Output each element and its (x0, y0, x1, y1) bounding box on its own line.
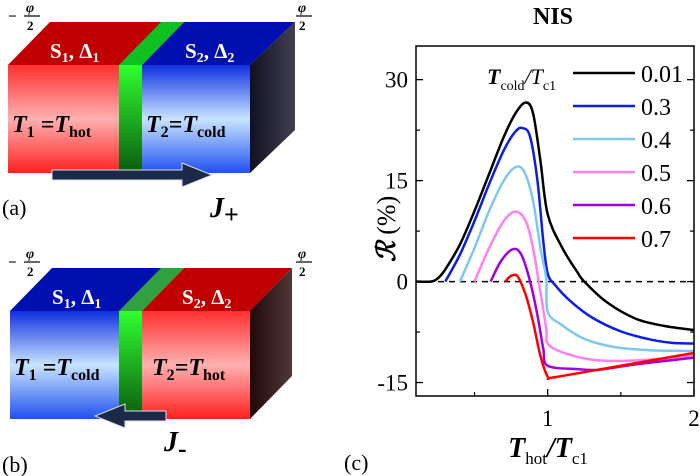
current-j-minus-label: J- (163, 427, 187, 463)
front-barrier (119, 311, 142, 419)
x-tick-label: 2 (688, 406, 700, 431)
series-line-0_5 (473, 210, 695, 363)
plot-area: -15 0 15 30 1 2 (377, 68, 699, 431)
panel-b-junction-diagram: S1, Δ1 S2, Δ2 T1 =Tcold T2=Thot J- (b) −… (2, 247, 312, 476)
plot-frame (415, 45, 695, 397)
panel-b-label: (b) (2, 452, 28, 476)
phase-left-label: − (8, 255, 17, 271)
phase-right-num: φ (298, 1, 306, 16)
top-face-right (142, 22, 295, 65)
front-barrier (119, 65, 142, 173)
front-left-superconductor (10, 311, 119, 419)
panel-a-label: (a) (2, 195, 26, 220)
phase-left-num: φ (26, 1, 34, 16)
t1-label: T1 =Thot (12, 112, 92, 141)
legend-label: 0.4 (641, 128, 671, 154)
top-face-barrier (119, 268, 184, 311)
front-left-superconductor (8, 65, 119, 173)
panel-c-chart: NIS -15 0 15 30 1 2 ℛ (%) Thot/Tc1 (c) Tcold/… (344, 4, 700, 475)
phase-right-den: 2 (299, 264, 306, 279)
legend-label: 0.6 (641, 194, 671, 220)
y-tick-label: 30 (385, 68, 408, 93)
chart-title: NIS (533, 4, 573, 30)
panel-a-junction-diagram: S1, Δ1 S2, Δ2 T1 =Thot T2=Tcold J+ (a) −… (2, 1, 312, 229)
x-tick-label: 1 (542, 406, 554, 431)
y-tick-label: -15 (377, 371, 408, 396)
side-face (250, 22, 295, 173)
legend-label: 0.5 (641, 161, 671, 187)
top-face-barrier (119, 22, 184, 65)
legend-label: 0.3 (641, 95, 671, 121)
phase-left-num: φ (26, 247, 34, 262)
current-j-plus-label: J+ (209, 193, 239, 229)
current-arrow-right (51, 162, 214, 188)
legend-title: Tcold/Tc1 (487, 64, 556, 94)
phase-right-den: 2 (299, 18, 306, 33)
phase-left-den: 2 (27, 18, 34, 33)
phase-left-den: 2 (27, 264, 34, 279)
current-arrow-left (93, 403, 167, 429)
legend-label: 0.7 (641, 227, 671, 253)
phase-left-label: − (8, 9, 17, 25)
t2-label: T2=Thot (152, 355, 226, 384)
s2-label: S2, Δ2 (182, 285, 231, 312)
y-axis-label: ℛ (%) (372, 196, 401, 262)
series-line-0_01 (415, 101, 695, 332)
s2-label: S2, Δ2 (185, 39, 234, 66)
panel-c-label: (c) (344, 450, 368, 475)
s1-label: S1, Δ1 (52, 285, 101, 312)
series-line-0_6 (489, 247, 695, 372)
y-tick-label: 0 (397, 270, 409, 295)
x-axis-label: Thot/Tc1 (508, 433, 588, 468)
t1-label: T1 =Tcold (14, 355, 100, 384)
front-right-superconductor (142, 311, 250, 419)
series-line-0_3 (444, 126, 695, 345)
legend: 0.01 0.3 0.4 0.5 0.6 0.7 (573, 62, 683, 253)
legend-label: 0.01 (641, 62, 683, 88)
series-line-0_4 (458, 165, 695, 353)
s1-label: S1, Δ1 (50, 39, 99, 66)
y-tick-label: 15 (385, 169, 408, 194)
top-face-right (142, 268, 292, 311)
phase-right-num: φ (298, 247, 306, 262)
t2-label: T2=Tcold (146, 112, 226, 141)
series-line-0_7 (504, 273, 695, 381)
front-right-superconductor (142, 65, 250, 173)
side-face (250, 268, 292, 419)
